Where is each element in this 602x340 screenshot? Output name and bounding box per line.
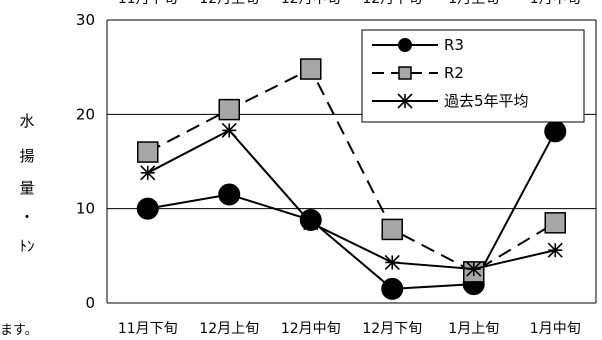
legend: R3 R2 過去5年平均 [361,29,585,123]
series-3 [140,122,563,277]
data-point [547,242,563,258]
data-point [137,141,159,163]
data-point [397,93,413,109]
data-point [140,165,156,181]
data-point [381,218,403,241]
series-group [136,58,567,300]
data-point [303,215,319,231]
data-point [218,183,241,206]
y-tick-label: 0 [85,294,95,312]
page-note: ます。 [0,323,38,338]
x-tick-label: 1月中旬 [530,321,581,337]
legend-label: R2 [444,64,464,82]
legend-entry: 過去5年平均 [372,92,529,110]
y-axis-label-char: 水 [19,112,34,130]
legend-label: 過去5年平均 [444,92,529,110]
top-x-tick-label: 1月中旬 [530,0,581,7]
y-tick-label: 10 [76,200,95,218]
series-line [147,130,557,290]
legend-label: R3 [444,36,464,54]
data-point [381,277,404,300]
x-tick-label: 12月下旬 [362,321,422,337]
data-point [300,58,322,80]
data-point [544,212,566,234]
y-axis-label: 水揚量・ ﾄﾝ [19,112,34,255]
x-tick-label: 12月中旬 [281,321,341,337]
data-point [136,197,159,220]
legend-entry: R2 [372,64,464,82]
top-x-tick-label: 12月中旬 [281,0,341,7]
legend-entry: R3 [372,36,464,54]
top-x-tick-labels: 11月下旬 12月上旬 12月中旬 12月下旬 1月上旬 1月中旬 [118,0,581,7]
y-tick-labels: 0 10 20 30 [76,11,95,312]
y-tick-label: 30 [76,11,95,29]
data-point [218,98,240,121]
axes [106,20,597,304]
data-point [398,66,412,80]
y-axis-label-char: 揚 [19,147,34,165]
data-point [466,261,482,277]
y-axis-label-char: ・ [19,208,34,226]
top-x-tick-label: 11月下旬 [118,0,178,7]
x-tick-label: 12月上旬 [199,321,259,337]
y-axis-label-char: ﾄﾝ [19,237,34,255]
data-point [398,38,412,52]
series-line [147,67,556,274]
series-1 [136,120,567,300]
top-x-tick-label: 1月上旬 [448,0,499,7]
data-point [544,120,567,143]
x-tick-labels: 11月下旬 12月上旬 12月中旬 12月下旬 1月上旬 1月中旬 [118,321,581,337]
y-tick-label: 20 [76,105,95,123]
top-x-tick-label: 12月上旬 [199,0,259,7]
x-tick-label: 11月下旬 [118,321,178,337]
series-line [147,129,556,271]
data-point [384,254,400,271]
x-tick-label: 1月上旬 [448,321,499,337]
data-point [221,122,237,138]
y-axis-label-char: 量 [19,179,34,197]
top-x-tick-label: 12月下旬 [362,0,422,7]
